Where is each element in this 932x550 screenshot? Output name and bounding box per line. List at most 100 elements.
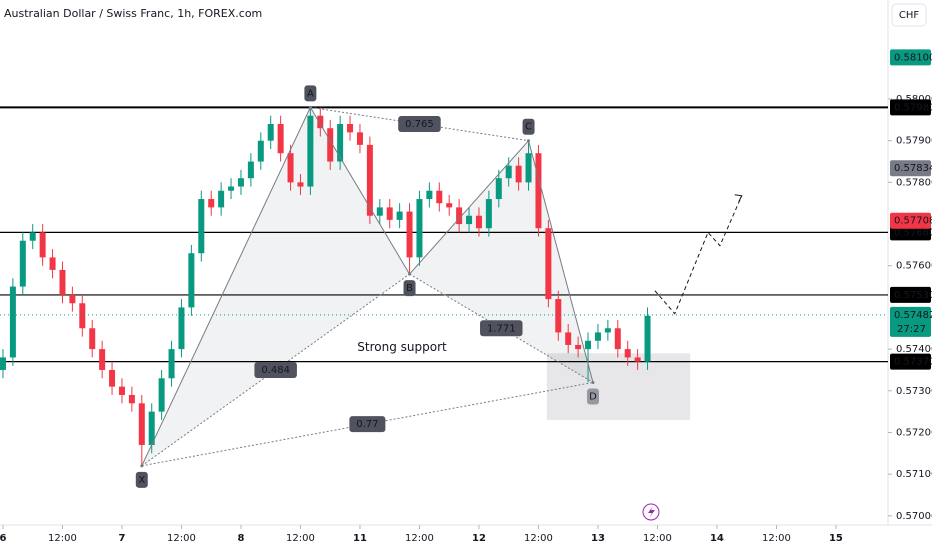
point-label: D <box>589 391 597 402</box>
point-box <box>586 388 599 405</box>
y-tick-label: 0.57900 <box>896 136 932 147</box>
hline-tag <box>890 353 931 370</box>
candle-body <box>49 257 56 270</box>
price-tag-label: 0.57834 <box>894 163 932 174</box>
candle-body <box>317 115 324 129</box>
point-box <box>135 471 148 488</box>
candle-body <box>287 153 294 183</box>
candle-body <box>69 294 76 304</box>
candle-body <box>89 328 96 350</box>
candle-body <box>9 286 16 358</box>
x-tick-label: 12:00 <box>405 533 434 544</box>
candle-body <box>495 178 502 200</box>
price-tag <box>890 306 931 337</box>
candle-body <box>99 349 106 370</box>
candle-body <box>456 207 463 225</box>
x-tick-label: 15 <box>829 533 843 544</box>
candle-body <box>555 299 562 333</box>
candle-body <box>485 199 492 229</box>
candle-body <box>228 186 235 191</box>
lightning-icon <box>642 503 660 521</box>
x-tick-label: 12:00 <box>167 533 196 544</box>
ratio-box <box>254 361 297 378</box>
ratio-line <box>310 106 529 142</box>
ratio-label: 0.484 <box>261 365 290 376</box>
point-label: C <box>525 122 532 133</box>
chart-title: Australian Dollar / Swiss Franc, 1h, FOR… <box>4 7 262 20</box>
pattern-leg <box>309 107 410 275</box>
candle-body <box>525 153 532 183</box>
ratio-line <box>409 273 594 383</box>
candle-body <box>128 394 135 404</box>
candle-body <box>59 269 66 295</box>
candle-body <box>148 411 155 445</box>
ratio-box <box>349 416 386 433</box>
candle-body <box>337 124 344 162</box>
candle-body <box>396 211 403 220</box>
currency-button[interactable] <box>891 3 927 27</box>
candle-body <box>505 165 512 179</box>
ratio-label: 0.765 <box>405 119 434 130</box>
candle-body <box>386 207 393 220</box>
currency[interactable]: CHF <box>899 10 920 21</box>
candle-body <box>585 340 592 350</box>
countdown: 27:27 <box>897 324 926 335</box>
price-tag <box>890 49 931 66</box>
price-tag-label: 0.57482 <box>894 310 932 321</box>
hline-tag-label: 0.57530 <box>894 290 932 301</box>
ratio-label: 0.77 <box>356 419 378 430</box>
point-label: B <box>406 283 413 294</box>
candle-body <box>356 132 363 145</box>
candle-body <box>565 332 572 345</box>
candle-body <box>515 165 522 183</box>
price-tag <box>890 160 931 177</box>
candle-body <box>118 386 125 395</box>
candle-body <box>79 303 86 329</box>
candle-body <box>446 203 453 208</box>
candle-body <box>277 124 284 154</box>
candle-body <box>436 190 443 204</box>
candle-body <box>644 315 651 362</box>
candle-body <box>604 328 611 333</box>
point-label: A <box>307 88 314 99</box>
candle-body <box>307 115 314 187</box>
candle-body <box>257 140 264 162</box>
pattern-leg <box>141 107 311 467</box>
x-tick-label: 12:00 <box>286 533 315 544</box>
x-tick-label: 14 <box>710 533 724 544</box>
x-tick-label: 12:00 <box>48 533 77 544</box>
x-tick-label: 11 <box>353 533 367 544</box>
pattern-point <box>308 105 312 109</box>
pattern-fill <box>409 140 593 383</box>
price-tag-label: 0.58100 <box>894 52 932 63</box>
candle-body <box>19 240 26 287</box>
candle-body <box>237 178 244 187</box>
price-tag-label: 0.57708 <box>894 216 932 227</box>
candle-body <box>188 253 195 308</box>
candle-body <box>297 182 304 187</box>
hline-tag <box>890 99 931 116</box>
candle-body <box>218 190 225 208</box>
candle-body <box>575 344 582 350</box>
candle-body <box>466 215 473 225</box>
candle-body <box>347 124 354 133</box>
pattern-point <box>591 380 595 384</box>
candle-body <box>267 124 274 141</box>
candle-body <box>594 332 601 341</box>
candle-body <box>426 190 433 200</box>
candle-body <box>624 349 631 358</box>
candle-body <box>109 369 116 387</box>
candle-body <box>29 232 36 241</box>
point-box <box>403 280 416 297</box>
ratio-label: 1.771 <box>487 323 516 334</box>
hline-tag-label: 0.57680 <box>894 227 932 238</box>
ratio-box <box>398 116 441 133</box>
projection-line <box>654 195 743 315</box>
x-tick-label: 7 <box>118 533 125 544</box>
candle-body <box>535 153 542 229</box>
